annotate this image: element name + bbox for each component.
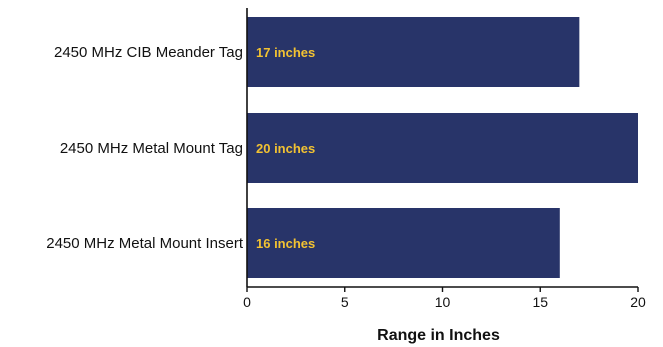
category-label: 2450 MHz Metal Mount Tag bbox=[60, 140, 243, 157]
x-axis-title: Range in Inches bbox=[377, 327, 500, 344]
x-tick-label: 0 bbox=[243, 294, 251, 310]
bars-layer: 17 inches 20 inches 16 inches bbox=[247, 17, 638, 278]
category-label: 2450 MHz CIB Meander Tag bbox=[54, 44, 243, 61]
x-tick-label: 10 bbox=[435, 294, 451, 310]
category-labels: 2450 MHz CIB Meander Tag 2450 MHz Metal M… bbox=[46, 44, 244, 252]
x-tick-label: 20 bbox=[630, 294, 646, 310]
bar-data-label: 17 inches bbox=[256, 45, 315, 60]
bar-data-label: 20 inches bbox=[256, 141, 315, 156]
bar bbox=[247, 17, 580, 87]
bar-data-label: 16 inches bbox=[256, 236, 315, 251]
x-tick-label: 15 bbox=[532, 294, 548, 310]
bar bbox=[247, 113, 638, 183]
bar bbox=[247, 208, 560, 278]
x-axis-ticks: 0 5 10 15 20 bbox=[243, 287, 646, 310]
x-tick-label: 5 bbox=[341, 294, 349, 310]
category-label: 2450 MHz Metal Mount Insert bbox=[46, 235, 244, 252]
